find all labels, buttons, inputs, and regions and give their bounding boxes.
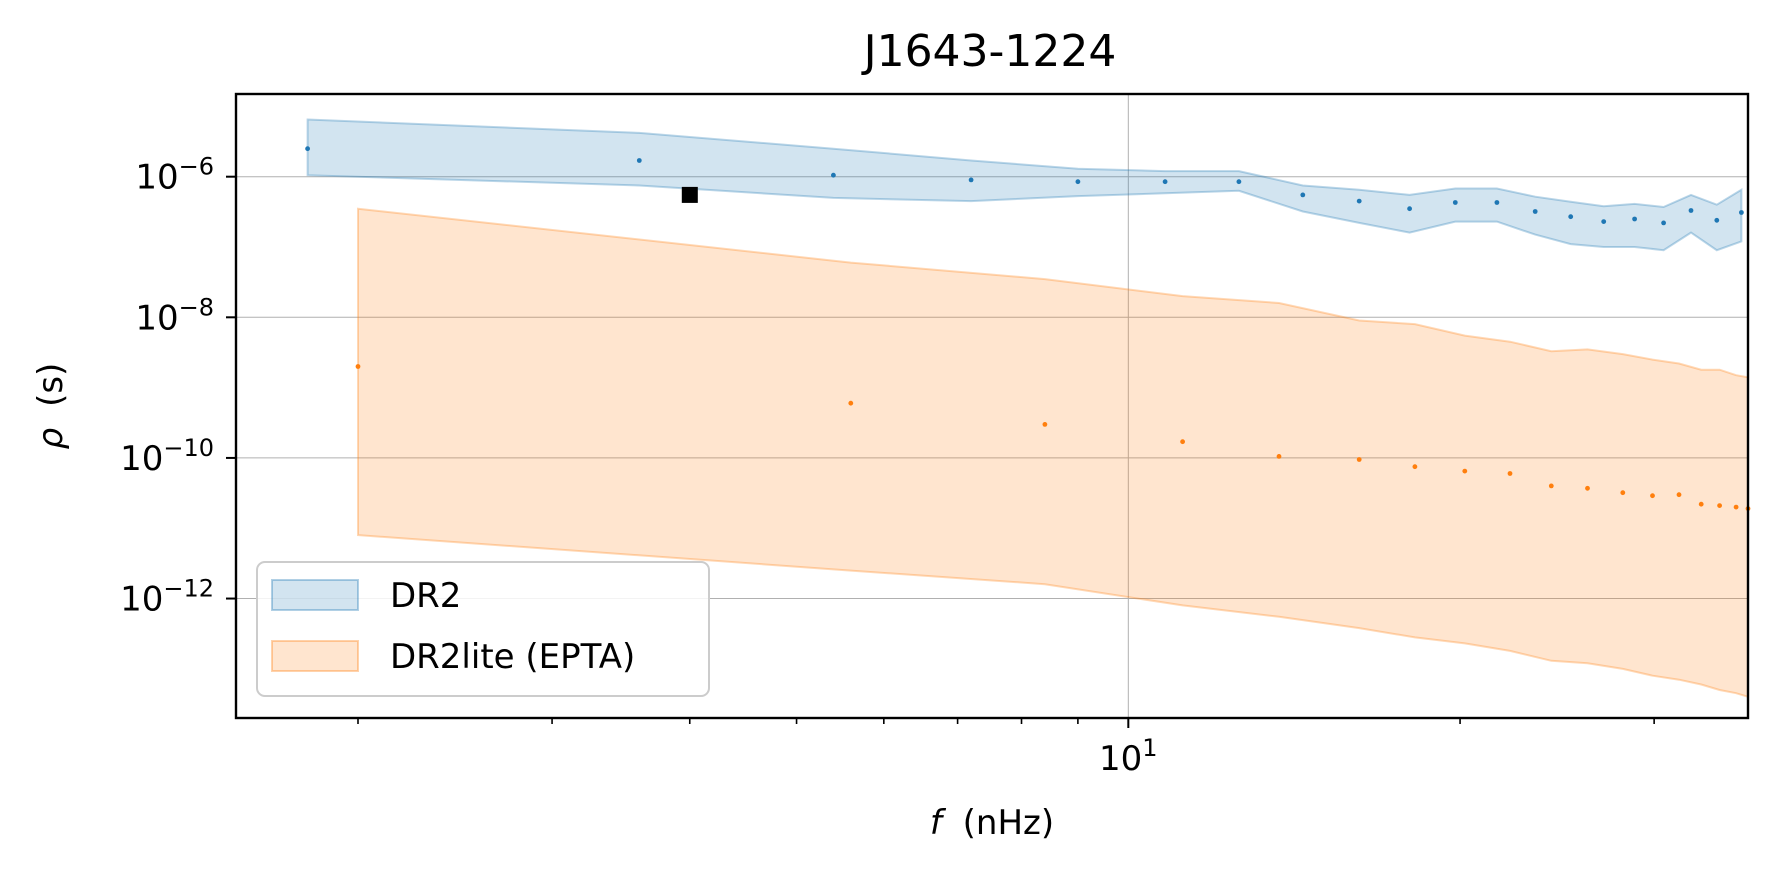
data-point-dr2 [831,172,836,178]
data-point-dr2lite [1412,464,1418,470]
data-point-dr2lite [1733,504,1739,510]
data-point-dr2 [1661,220,1666,226]
data-point-dr2lite [1585,485,1590,491]
axis-ticks: 10−6 10−8 10−10 10−12 101 [120,153,1655,779]
plot-frame [234,92,1750,720]
data-point-dr2 [1688,208,1694,213]
data-point-dr2lite [1042,422,1048,427]
data-point-dr2lite [1548,483,1554,489]
data-point-dr2 [1568,214,1574,220]
y-axis-unit: (s) [31,363,71,407]
data-point-dr2lite [1356,457,1362,462]
y-tick-label: 10−8 [135,293,214,338]
data-point-dr2lite [1180,439,1185,445]
data-point-dr2lite [1698,501,1704,507]
legend-frame [256,561,710,697]
data-point-dr2 [1739,210,1744,215]
x-axis-variable: f [930,803,947,843]
x-tick-label: 101 [1099,734,1158,779]
confidence-band-dr2 [306,118,1743,252]
data-point-dr2 [1452,200,1458,205]
data-point-dr2lite [1717,503,1722,508]
data-point-dr2 [1532,209,1538,214]
y-axis-variable: ρ [31,427,71,449]
data-point-dr2 [305,146,310,152]
data-point-dr2lite [355,364,361,369]
data-point-dr2 [636,158,642,163]
data-point-dr2lite [1276,454,1282,459]
legend-swatch-dr2 [271,579,359,611]
data-point-dr2 [1356,198,1362,204]
y-tick-label: 10−6 [135,153,214,198]
data-point-dr2lite [848,400,854,406]
legend-swatch-dr2lite [271,640,359,672]
data-point-dr2 [1714,217,1720,223]
data-point-dr2 [1075,179,1081,185]
marker-square [681,186,698,203]
y-tick-label: 10−12 [120,575,214,620]
data-point-dr2 [968,177,974,183]
data-point-dr2lite [1462,468,1468,474]
legend: DR2 DR2lite (EPTA) [256,561,710,697]
x-axis-label: f (nHz) [930,803,1054,843]
data-point-dr2lite [1676,492,1682,498]
y-tick-label: 10−10 [120,434,214,479]
data-point-dr2lite [1650,493,1655,499]
data-point-dr2 [1162,179,1168,185]
legend-label-dr2: DR2 [390,576,461,616]
data-point-dr2 [1601,219,1607,225]
y-axis-label: ρ (s) [31,363,71,450]
legend-label-dr2lite: DR2lite (EPTA) [390,637,635,677]
data-point-dr2 [1407,206,1412,212]
data-point-dr2 [1300,192,1306,198]
data-point-dr2 [1236,179,1242,185]
data-point-dr2lite [1507,471,1513,476]
x-axis-unit: (nHz) [963,803,1055,843]
chart-title: J1643-1224 [861,26,1117,77]
data-point-dr2 [1494,200,1500,205]
data-point-dr2 [1632,216,1637,222]
data-point-dr2lite [1620,490,1626,496]
